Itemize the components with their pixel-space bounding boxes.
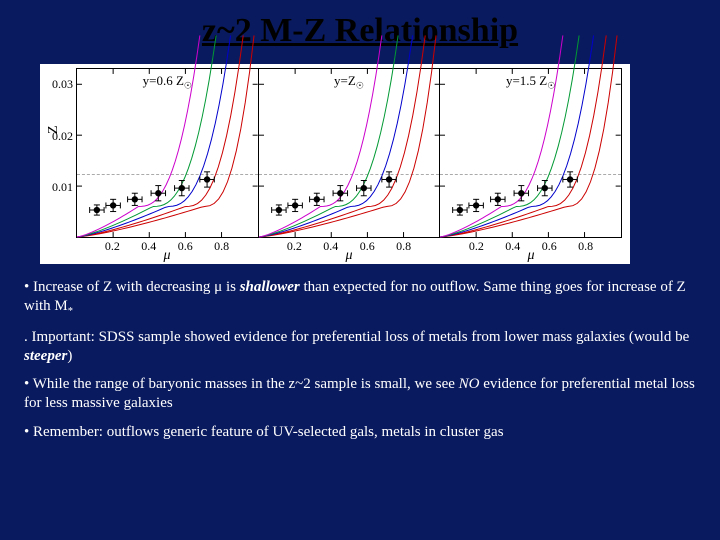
x-axis-label: μ (163, 248, 170, 264)
x-axis-row: 0.20.40.60.8μ0.20.40.60.8μ0.20.40.60.8μ (76, 238, 622, 258)
x-tick-label: 0.6 (542, 239, 557, 254)
chart-panel: y=0.6 Z☉0.010.020.03 (76, 68, 259, 238)
x-tick-label: 0.2 (287, 239, 302, 254)
slide-title: z~2 M-Z Relationship (20, 12, 700, 50)
chart-panel: y=1.5 Z☉ (440, 68, 622, 238)
chart-wrapper: (Erb et al. 2005) Z y=0.6 Z☉0.010.020.03… (40, 64, 680, 264)
y-tick-label: 0.02 (52, 129, 73, 144)
x-tick-label: 0.2 (105, 239, 120, 254)
bullet-item: . Important: SDSS sample showed evidence… (24, 328, 696, 366)
chart-area: Z y=0.6 Z☉0.010.020.03y=Z☉y=1.5 Z☉ 0.20.… (40, 64, 630, 264)
x-tick-label: 0.6 (178, 239, 193, 254)
x-tick-label: 0.2 (469, 239, 484, 254)
chart-panel: y=Z☉ (259, 68, 441, 238)
x-tick-label: 0.8 (396, 239, 411, 254)
x-axis-cell: 0.20.40.60.8μ (440, 238, 622, 258)
x-axis-cell: 0.20.40.60.8μ (76, 238, 258, 258)
y-tick-label: 0.03 (52, 77, 73, 92)
bullet-item: • While the range of baryonic masses in … (24, 375, 696, 413)
x-tick-label: 0.6 (360, 239, 375, 254)
x-axis-label: μ (345, 248, 352, 264)
x-tick-label: 0.4 (141, 239, 156, 254)
chart-panels: y=0.6 Z☉0.010.020.03y=Z☉y=1.5 Z☉ (76, 68, 622, 238)
x-axis-label: μ (527, 248, 534, 264)
x-tick-label: 0.8 (578, 239, 593, 254)
citation: (Erb et al. 2005) (683, 0, 704, 64)
bullet-item: • Increase of Z with decreasing μ is sha… (24, 278, 696, 318)
y-tick-label: 0.01 (52, 180, 73, 195)
x-tick-label: 0.4 (323, 239, 338, 254)
bullet-list: • Increase of Z with decreasing μ is sha… (20, 278, 700, 442)
bullet-item: • Remember: outflows generic feature of … (24, 423, 696, 442)
x-axis-cell: 0.20.40.60.8μ (258, 238, 440, 258)
x-tick-label: 0.4 (505, 239, 520, 254)
x-tick-label: 0.8 (214, 239, 229, 254)
